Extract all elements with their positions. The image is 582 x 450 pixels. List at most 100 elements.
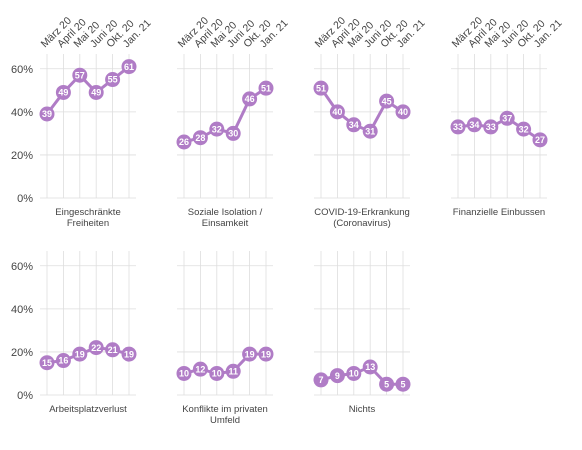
data-point <box>55 353 71 369</box>
data-point <box>72 346 88 362</box>
panel-5: 15 16 19 22 21 19 Arbeitsplatzverlust <box>39 251 137 415</box>
panel-title: Nichts <box>349 404 376 415</box>
data-point <box>362 359 378 375</box>
data-label: 40 <box>332 107 342 117</box>
data-point <box>55 84 71 100</box>
data-point <box>192 130 208 146</box>
data-label: 37 <box>502 114 512 124</box>
data-label: 27 <box>535 135 545 145</box>
data-point <box>516 121 532 137</box>
data-label: 9 <box>335 371 340 381</box>
panel-title: Konflikte im privaten <box>182 404 268 415</box>
data-point <box>313 80 329 96</box>
data-label: 32 <box>519 124 529 134</box>
data-label: 21 <box>108 345 118 355</box>
data-point <box>346 365 362 381</box>
data-label: 10 <box>212 369 222 379</box>
data-label: 49 <box>58 88 68 98</box>
data-point <box>105 342 121 358</box>
data-label: 22 <box>91 343 101 353</box>
panel-title: Freiheiten <box>67 218 109 229</box>
data-point <box>483 119 499 135</box>
data-point <box>329 104 345 120</box>
panel-title: Umfeld <box>210 415 240 426</box>
data-label: 31 <box>365 126 375 136</box>
data-point <box>176 134 192 150</box>
y-tick-label: 40% <box>11 107 33 119</box>
data-label: 45 <box>382 96 392 106</box>
data-point <box>225 125 241 141</box>
panel-title: Einsamkeit <box>202 218 249 229</box>
data-label: 57 <box>75 70 85 80</box>
data-label: 61 <box>124 62 134 72</box>
y-tick-label: 60% <box>11 261 33 273</box>
panel-title: Eingeschränkte <box>55 207 120 218</box>
data-label: 19 <box>245 349 255 359</box>
y-tick-label: 0% <box>17 193 33 205</box>
data-point <box>362 123 378 139</box>
data-point <box>105 72 121 88</box>
data-point <box>242 346 258 362</box>
data-point <box>121 346 137 362</box>
y-tick-label: 20% <box>11 347 33 359</box>
data-label: 39 <box>42 109 52 119</box>
data-label: 51 <box>316 83 326 93</box>
data-label: 46 <box>245 94 255 104</box>
data-point <box>346 117 362 133</box>
data-label: 5 <box>400 379 405 389</box>
data-label: 7 <box>318 375 323 385</box>
data-point <box>395 104 411 120</box>
data-point <box>379 93 395 109</box>
data-label: 49 <box>91 88 101 98</box>
data-label: 5 <box>384 379 389 389</box>
data-label: 55 <box>108 75 118 85</box>
data-label: 13 <box>365 362 375 372</box>
data-point <box>72 67 88 83</box>
panel-title: (Coronavirus) <box>333 218 391 229</box>
data-point <box>176 365 192 381</box>
data-label: 30 <box>228 129 238 139</box>
data-point <box>450 119 466 135</box>
y-tick-label: 20% <box>11 150 33 162</box>
data-label: 34 <box>349 120 359 130</box>
data-label: 15 <box>42 358 52 368</box>
data-label: 32 <box>212 124 222 134</box>
data-point <box>466 117 482 133</box>
data-point <box>39 106 55 122</box>
data-point <box>121 59 137 75</box>
y-tick-label: 0% <box>17 390 33 402</box>
data-point <box>88 340 104 356</box>
y-tick-label: 60% <box>11 64 33 76</box>
data-label: 28 <box>195 133 205 143</box>
data-point <box>499 110 515 126</box>
data-point <box>88 84 104 100</box>
panel-title: COVID-19-Erkrankung <box>314 207 410 218</box>
data-point <box>395 376 411 392</box>
panel-title: Finanzielle Einbussen <box>453 207 545 218</box>
panel-7: 7 9 10 13 5 5 Nichts <box>313 251 411 415</box>
data-point <box>39 355 55 371</box>
data-point <box>225 363 241 379</box>
data-label: 26 <box>179 137 189 147</box>
data-point <box>209 365 225 381</box>
data-label: 10 <box>349 369 359 379</box>
data-point <box>258 80 274 96</box>
panel-title: Arbeitsplatzverlust <box>49 404 127 415</box>
data-point <box>329 368 345 384</box>
data-point <box>242 91 258 107</box>
data-point <box>209 121 225 137</box>
data-label: 19 <box>261 349 271 359</box>
data-label: 33 <box>486 122 496 132</box>
data-label: 11 <box>228 367 238 377</box>
data-label: 16 <box>58 356 68 366</box>
data-label: 34 <box>469 120 479 130</box>
data-label: 51 <box>261 83 271 93</box>
data-label: 19 <box>124 349 134 359</box>
data-point <box>532 132 548 148</box>
